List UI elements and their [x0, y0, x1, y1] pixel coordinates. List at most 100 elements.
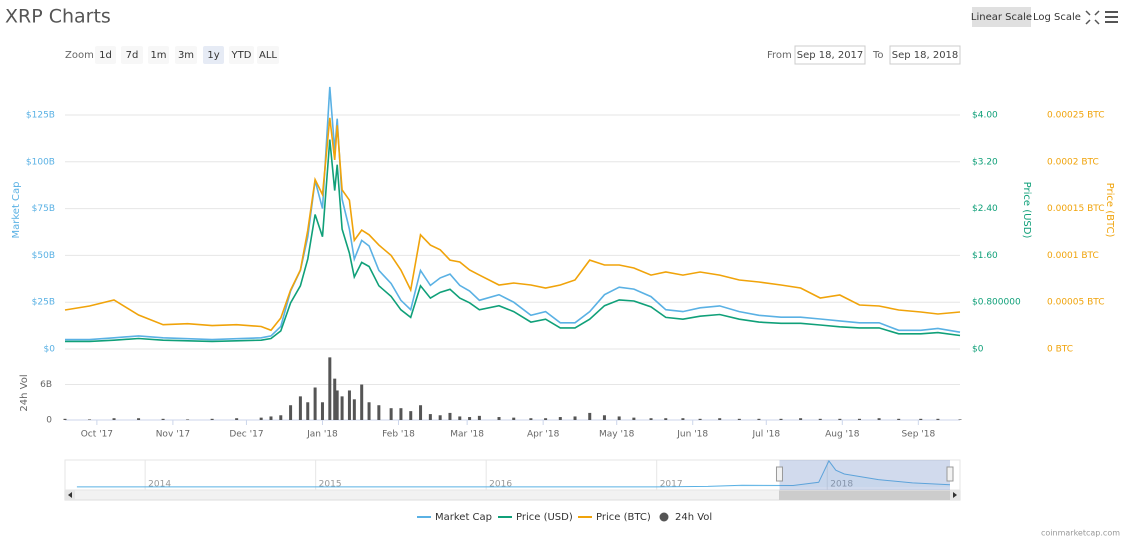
volume-bar	[298, 396, 302, 420]
volume-bar	[367, 402, 371, 420]
legend-label: 24h Vol	[675, 512, 712, 523]
x-tick-label: Feb '18	[382, 430, 415, 440]
button-label: Log Scale	[1033, 12, 1081, 23]
volume-bar	[737, 418, 741, 420]
x-tick-label: Oct '17	[81, 430, 113, 440]
volume-bar	[757, 418, 761, 420]
zoom-button[interactable]: 7d	[121, 46, 143, 64]
fullscreen-icon[interactable]	[1085, 10, 1100, 25]
volume-bar	[313, 387, 317, 420]
page-title: XRP Charts	[5, 6, 111, 28]
y-tick-label: 0.0002 BTC	[1047, 157, 1099, 167]
button-label: YTD	[231, 50, 252, 61]
volume-bar	[269, 416, 273, 420]
from-date: Sep 18, 2017	[797, 50, 864, 61]
navigator-scrollbar[interactable]	[64, 489, 961, 501]
button-label: 1d	[99, 50, 112, 61]
volume-bar	[588, 412, 592, 420]
navigator-frame	[64, 459, 961, 491]
series-line	[65, 86, 961, 341]
menu-bar	[1105, 16, 1118, 18]
navigator-line	[76, 459, 951, 488]
legend-item[interactable]: 24h Vol	[659, 512, 713, 523]
date-input[interactable]	[794, 45, 866, 65]
navigator-tick-label: 2016	[489, 480, 512, 490]
volume-bar	[328, 357, 332, 420]
legend-item[interactable]: Market Cap	[417, 512, 492, 523]
button-label: ALL	[259, 50, 277, 61]
volume-bar	[632, 417, 636, 420]
volume-bar	[838, 418, 842, 420]
credit: coinmarketcap.com	[1041, 529, 1120, 538]
y-tick-label: 6B	[40, 380, 52, 390]
volume-bar	[698, 418, 702, 420]
zoom-button[interactable]: ALL	[257, 46, 279, 64]
y-tick-label: $2.40	[972, 204, 998, 214]
y-tick-label: 0	[46, 416, 52, 426]
x-tick-label: Jan '18	[306, 430, 338, 440]
y-tick-label: $4.00	[972, 111, 998, 121]
volume-bar	[340, 396, 344, 420]
zoom-button[interactable]: YTD	[229, 46, 254, 64]
zoom-button[interactable]: 1y	[203, 46, 224, 64]
y-tick-label: 0.00005 BTC	[1047, 298, 1105, 308]
volume-bar	[512, 417, 516, 420]
volume-bar	[818, 418, 822, 420]
legend-item[interactable]: Price (BTC)	[578, 512, 651, 523]
navigator-handle[interactable]	[946, 466, 954, 482]
scale-button[interactable]: Log Scale	[1033, 7, 1081, 27]
axis-title: Market Cap	[11, 181, 22, 238]
volume-bar	[320, 402, 324, 420]
y-tick-label: 0.00025 BTC	[1047, 111, 1105, 121]
navigator-handle[interactable]	[775, 466, 783, 482]
x-tick-label: Aug '18	[825, 430, 860, 440]
y-tick-label: $75B	[32, 204, 55, 214]
volume-bar	[897, 418, 901, 420]
scroll-thumb[interactable]	[779, 490, 950, 500]
y-tick-label: $25B	[32, 298, 55, 308]
menu-icon[interactable]	[1105, 11, 1118, 23]
volume-bar	[857, 418, 861, 420]
scale-button[interactable]: Linear Scale	[971, 7, 1032, 27]
volume-bar	[681, 418, 685, 420]
date-input[interactable]	[889, 45, 961, 65]
volume-bar	[289, 405, 293, 420]
volume-bar	[529, 418, 533, 420]
legend-item[interactable]: Price (USD)	[498, 512, 573, 523]
button-label: 1m	[150, 50, 166, 61]
volume-bar	[428, 414, 432, 420]
button-bg	[203, 46, 224, 64]
zoom-button[interactable]: 1m	[148, 46, 169, 64]
button-label: 3m	[178, 50, 194, 61]
y-tick-label: $125B	[26, 111, 55, 121]
volume-bar	[210, 418, 214, 420]
zoom-button[interactable]: 3m	[175, 46, 197, 64]
x-tick-label: Apr '18	[527, 430, 560, 440]
x-tick-label: Jul '18	[751, 430, 780, 440]
legend-label: Price (USD)	[516, 512, 573, 523]
volume-bar	[399, 408, 403, 420]
volume-bar	[448, 412, 452, 420]
x-tick-label: May '18	[599, 430, 635, 440]
navigator-selection[interactable]	[779, 460, 950, 490]
volume-bar	[544, 418, 548, 420]
volume-bar	[799, 418, 803, 420]
volume-bar	[919, 418, 923, 420]
volume-bar	[279, 415, 283, 420]
zoom-button[interactable]: 1d	[95, 46, 116, 64]
button-label: Linear Scale	[971, 12, 1032, 23]
legend-label: Market Cap	[435, 512, 492, 523]
legend-symbol	[659, 512, 669, 522]
y-tick-label: $0	[972, 345, 984, 355]
volume-bar	[389, 408, 393, 420]
navigator-tick-label: 2014	[148, 480, 171, 490]
menu-bar	[1105, 11, 1118, 13]
volume-bar	[558, 417, 562, 420]
volume-bar	[438, 415, 442, 420]
y-tick-label: $1.60	[972, 251, 998, 261]
volume-bar	[664, 418, 668, 420]
x-tick-label: Mar '18	[450, 430, 484, 440]
volume-bar	[306, 402, 310, 420]
button-bg	[972, 7, 1031, 27]
